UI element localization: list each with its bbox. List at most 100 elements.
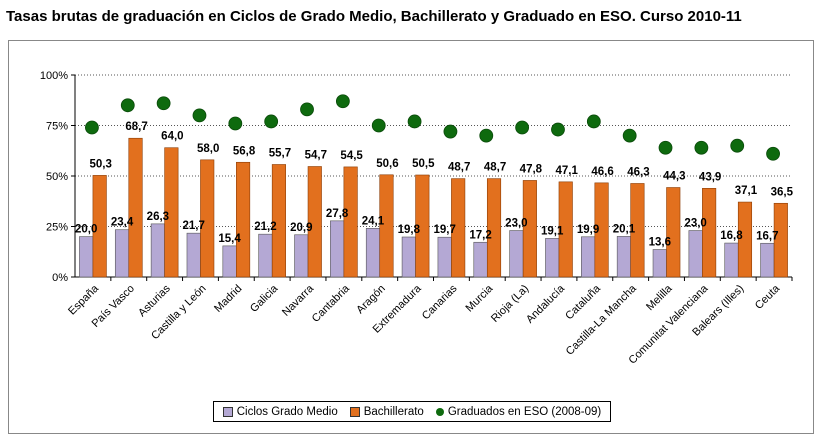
bar-bachillerato bbox=[271, 164, 286, 278]
bar-ciclos bbox=[724, 242, 739, 278]
bar-bachillerato bbox=[307, 166, 322, 278]
data-label-bachillerato: 37,1 bbox=[735, 185, 758, 197]
x-tick-label: Melilla bbox=[644, 282, 675, 313]
bar-bachillerato bbox=[666, 187, 681, 278]
point-eso bbox=[479, 128, 494, 143]
data-label-bachillerato: 56,8 bbox=[233, 145, 256, 157]
legend-swatch-ciclos bbox=[222, 406, 233, 417]
data-label-bachillerato: 58,0 bbox=[197, 143, 219, 155]
data-label-ciclos: 24,1 bbox=[362, 215, 385, 227]
legend-label-bachillerato: Bachillerato bbox=[363, 405, 424, 418]
point-eso bbox=[586, 114, 601, 129]
x-tick-label: Asturias bbox=[136, 282, 173, 319]
bar-bachillerato bbox=[379, 174, 394, 278]
bar-ciclos bbox=[294, 234, 309, 278]
data-label-ciclos: 20,1 bbox=[613, 223, 636, 235]
bar-bachillerato bbox=[522, 180, 537, 278]
data-label-bachillerato: 54,5 bbox=[340, 150, 363, 162]
data-label-ciclos: 20,9 bbox=[290, 222, 312, 234]
point-eso bbox=[228, 116, 243, 131]
data-label-ciclos: 13,6 bbox=[649, 237, 671, 249]
x-tick-label: Galicia bbox=[248, 282, 281, 315]
x-tick-label: Navarra bbox=[280, 282, 317, 319]
point-eso bbox=[192, 108, 207, 123]
bar-ciclos bbox=[258, 233, 273, 278]
bar-ciclos bbox=[365, 228, 381, 278]
data-label-ciclos: 27,8 bbox=[326, 208, 349, 220]
data-label-ciclos: 17,2 bbox=[469, 229, 491, 241]
data-label-bachillerato: 47,8 bbox=[520, 163, 543, 175]
data-label-bachillerato: 54,7 bbox=[305, 150, 327, 162]
point-eso bbox=[300, 102, 314, 117]
point-eso bbox=[85, 120, 99, 135]
bar-ciclos bbox=[688, 230, 703, 278]
legend-swatch-eso bbox=[435, 407, 444, 416]
bar-ciclos bbox=[581, 236, 596, 278]
x-tick-label: Cantabria bbox=[310, 282, 353, 325]
point-eso bbox=[371, 118, 386, 133]
point-eso bbox=[622, 128, 637, 143]
data-label-ciclos: 23,0 bbox=[505, 218, 527, 230]
point-eso bbox=[335, 94, 350, 109]
y-tick-label: 75% bbox=[46, 121, 68, 133]
bar-bachillerato bbox=[558, 181, 573, 278]
data-label-bachillerato: 50,3 bbox=[89, 158, 111, 170]
bar-ciclos bbox=[545, 238, 560, 278]
data-label-ciclos: 15,4 bbox=[218, 233, 241, 245]
y-tick-label: 0% bbox=[52, 272, 68, 284]
legend-item-eso: Graduados en ESO (2008-09) bbox=[435, 406, 601, 418]
data-label-bachillerato: 48,7 bbox=[448, 162, 470, 174]
point-eso bbox=[443, 124, 458, 139]
bar-bachillerato bbox=[200, 159, 215, 278]
x-tick-label: Aragón bbox=[354, 283, 388, 317]
bar-bachillerato bbox=[164, 147, 179, 278]
bar-bachillerato bbox=[92, 175, 107, 278]
data-label-ciclos: 19,8 bbox=[398, 224, 421, 236]
bar-ciclos bbox=[150, 223, 165, 278]
legend-item-ciclos: Ciclos Grado Medio bbox=[222, 406, 338, 418]
point-eso bbox=[730, 138, 745, 153]
y-tick-label: 25% bbox=[46, 222, 68, 234]
bar-bachillerato bbox=[630, 183, 645, 278]
point-eso bbox=[120, 98, 135, 113]
data-label-ciclos: 16,8 bbox=[720, 230, 743, 242]
data-label-bachillerato: 64,0 bbox=[161, 131, 183, 143]
bar-ciclos bbox=[616, 236, 631, 278]
x-tick-label: España bbox=[66, 282, 101, 317]
x-tick-label: Murcia bbox=[464, 282, 496, 314]
bar-ciclos bbox=[79, 236, 94, 278]
data-label-ciclos: 19,9 bbox=[577, 224, 599, 236]
data-label-bachillerato: 68,7 bbox=[125, 121, 147, 133]
data-label-bachillerato: 50,5 bbox=[412, 158, 435, 170]
point-eso bbox=[658, 140, 673, 155]
legend-swatch-bachillerato bbox=[349, 406, 360, 417]
bar-ciclos bbox=[186, 232, 201, 278]
data-label-ciclos: 21,2 bbox=[254, 221, 276, 233]
y-tick-label: 100% bbox=[40, 70, 68, 82]
data-label-bachillerato: 48,7 bbox=[484, 162, 506, 174]
bar-bachillerato bbox=[773, 202, 788, 278]
bar-bachillerato bbox=[702, 188, 717, 278]
bar-ciclos bbox=[509, 230, 524, 278]
point-eso bbox=[694, 140, 709, 155]
x-tick-label: Andalucía bbox=[524, 282, 568, 326]
point-eso bbox=[551, 122, 565, 137]
data-label-bachillerato: 43,9 bbox=[699, 171, 721, 183]
bar-bachillerato bbox=[594, 182, 609, 278]
data-label-ciclos: 26,3 bbox=[147, 211, 169, 223]
data-label-ciclos: 21,7 bbox=[183, 220, 205, 232]
data-label-ciclos: 23,0 bbox=[684, 218, 706, 230]
legend-item-bachillerato: Bachillerato bbox=[349, 405, 424, 418]
data-label-ciclos: 23,4 bbox=[111, 217, 134, 229]
bar-ciclos bbox=[401, 236, 416, 278]
point-eso bbox=[515, 120, 530, 135]
bar-ciclos bbox=[114, 229, 130, 278]
x-tick-label: Canarias bbox=[420, 282, 460, 322]
x-tick-label: Madrid bbox=[212, 283, 244, 315]
bar-ciclos bbox=[652, 249, 667, 278]
chart-title: Tasas brutas de graduación en Ciclos de … bbox=[6, 8, 742, 25]
data-label-bachillerato: 55,7 bbox=[269, 147, 291, 159]
bar-bachillerato bbox=[415, 174, 430, 278]
bar-bachillerato bbox=[486, 178, 502, 278]
